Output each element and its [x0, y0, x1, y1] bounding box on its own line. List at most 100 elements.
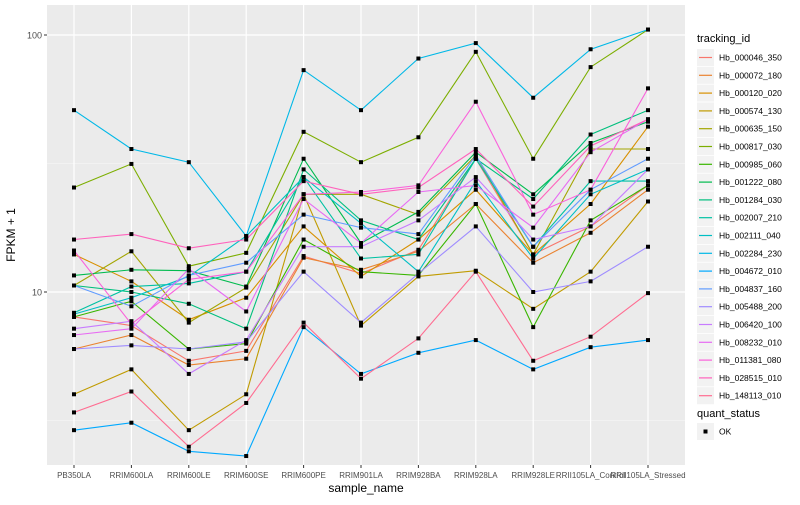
x-tick-label: RRII105LA_Stressed — [610, 471, 685, 480]
data-point — [359, 192, 363, 197]
x-tick-label: RRIM928LE — [511, 471, 555, 480]
data-point — [416, 237, 421, 242]
data-point — [416, 183, 421, 188]
x-tick-label: RRIM600LE — [167, 471, 211, 480]
data-point — [359, 320, 363, 325]
data-point — [301, 255, 306, 260]
data-point — [244, 338, 249, 343]
legend-label: Hb_001222_080 — [719, 177, 782, 187]
data-point — [588, 224, 593, 229]
data-point — [531, 156, 536, 161]
legend-label: Hb_000635_150 — [719, 124, 782, 134]
data-point — [186, 358, 191, 363]
legend-item: Hb_028515_010 — [697, 369, 782, 387]
data-point — [588, 147, 593, 152]
legend-label: Hb_000985_060 — [719, 159, 782, 169]
data-point — [244, 234, 249, 239]
legend-label: Hb_000574_130 — [719, 106, 782, 116]
data-point — [646, 291, 650, 296]
data-point — [473, 147, 478, 152]
legend-label: Hb_011381_080 — [719, 355, 782, 365]
data-point — [129, 249, 134, 254]
data-point — [186, 264, 191, 269]
data-point — [244, 326, 249, 331]
data-point — [416, 271, 421, 276]
x-axis-title: sample_name — [328, 481, 404, 495]
legend-item: Hb_000046_350 — [697, 49, 782, 66]
legend-label: Hb_028515_010 — [719, 373, 782, 383]
data-point — [416, 185, 421, 190]
data-point — [186, 246, 191, 251]
data-point — [301, 197, 306, 202]
legend-item: Hb_000574_130 — [697, 102, 782, 120]
data-point — [72, 410, 76, 415]
shape-legend-label: OK — [719, 427, 732, 437]
data-point — [359, 241, 363, 246]
legend-item: Hb_000817_030 — [697, 138, 782, 155]
data-point — [244, 454, 249, 459]
data-point — [646, 167, 650, 172]
legend-item: Hb_004837_160 — [697, 280, 782, 298]
data-point — [244, 237, 249, 242]
data-point — [531, 256, 536, 261]
data-point — [416, 336, 421, 341]
data-point — [72, 108, 76, 113]
legend-item: Hb_148113_010 — [697, 387, 782, 405]
data-point — [531, 252, 536, 257]
data-point — [244, 260, 249, 265]
x-tick-label: RRIM928LA — [454, 471, 498, 480]
data-point — [72, 392, 76, 397]
data-point — [186, 362, 191, 367]
data-point — [588, 143, 593, 148]
x-tick-label: RRII105LA_Control — [556, 471, 626, 480]
data-point — [531, 204, 536, 209]
data-point — [244, 392, 249, 397]
data-point — [186, 320, 191, 325]
legend-label: Hb_006420_100 — [719, 320, 782, 330]
x-tick-label: RRIM600PE — [281, 471, 325, 480]
legend-label: Hb_002111_040 — [719, 231, 781, 241]
data-point — [588, 132, 593, 137]
legend-item: Hb_002111_040 — [697, 227, 781, 244]
data-point — [416, 209, 421, 214]
data-point — [244, 284, 249, 289]
data-point — [359, 376, 363, 381]
data-point — [186, 428, 191, 433]
data-point — [646, 183, 650, 188]
legend-item: Hb_002284_230 — [697, 244, 782, 262]
data-point — [473, 99, 478, 104]
data-point — [129, 299, 134, 304]
data-point — [531, 367, 536, 372]
data-point — [473, 153, 478, 158]
data-point — [416, 189, 421, 194]
data-point — [646, 86, 650, 91]
x-tick-label: RRIM600SE — [224, 471, 268, 480]
data-point — [244, 400, 249, 405]
data-point — [588, 140, 593, 145]
data-point — [129, 279, 134, 284]
data-point — [186, 444, 191, 449]
data-point — [301, 244, 306, 249]
data-point — [244, 348, 249, 353]
legend-title: tracking_id — [697, 33, 750, 45]
data-point — [301, 175, 306, 180]
data-point — [359, 189, 363, 194]
data-point — [588, 65, 593, 70]
panel-background — [47, 5, 685, 465]
legend-item: Hb_011381_080 — [697, 351, 782, 369]
data-point — [186, 281, 191, 286]
data-point — [72, 185, 76, 190]
legend-label: Hb_000817_030 — [719, 142, 782, 152]
data-point — [588, 201, 593, 206]
data-point — [301, 192, 306, 197]
data-point — [359, 160, 363, 165]
data-point — [473, 183, 478, 188]
data-point — [72, 333, 76, 338]
legend-label: Hb_001284_030 — [719, 195, 782, 205]
data-point — [186, 371, 191, 376]
data-point — [473, 150, 478, 155]
data-point — [129, 147, 134, 152]
shape-legend-title: quant_status — [697, 408, 760, 420]
data-point — [416, 56, 421, 61]
data-point — [72, 273, 76, 278]
